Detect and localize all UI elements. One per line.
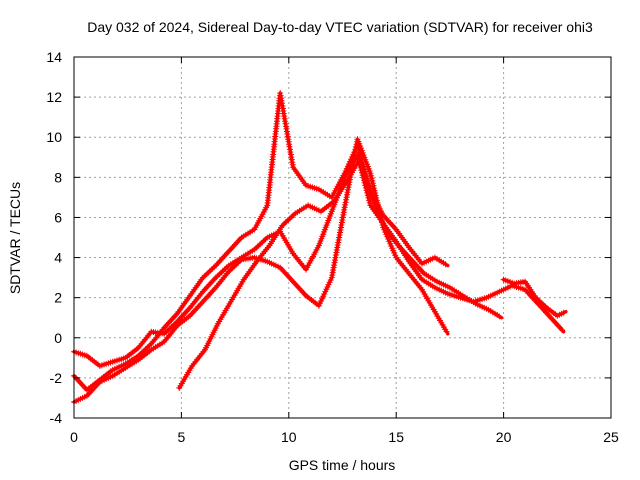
y-tick-label: 6	[54, 209, 62, 225]
y-tick-label: -2	[50, 370, 63, 386]
x-tick-label: 0	[70, 429, 78, 445]
series-track-1	[71, 152, 566, 369]
x-tick-label: 5	[178, 429, 186, 445]
y-tick-label: 2	[54, 290, 62, 306]
series-track-4	[176, 156, 504, 391]
y-tick-label: 12	[46, 89, 62, 105]
data-layer	[71, 90, 568, 405]
axis-ticks: 0 5 10 15 20 25 -4 -2 0 2 4 6 8 10 12 14	[46, 49, 619, 445]
data-point	[443, 328, 450, 335]
x-tick-label: 15	[388, 429, 404, 445]
y-tick-label: 14	[46, 49, 62, 65]
y-tick-label: 8	[54, 169, 62, 185]
y-tick-label: -4	[50, 410, 63, 426]
data-point	[442, 261, 449, 268]
data-point	[496, 313, 503, 320]
series-track-3	[71, 136, 450, 405]
series-track-5	[500, 276, 568, 319]
data-point	[559, 327, 566, 333]
x-tick-label: 25	[603, 429, 619, 445]
y-tick-label: 10	[46, 129, 62, 145]
plot-frame	[73, 56, 612, 419]
y-tick-label: 4	[54, 250, 62, 266]
y-tick-label: 0	[54, 330, 62, 346]
y-axis-label: SDTVAR / TECUs	[7, 182, 23, 294]
chart-title: Day 032 of 2024, Sidereal Day-to-day VTE…	[87, 19, 593, 35]
grid	[74, 57, 611, 418]
x-tick-label: 10	[281, 429, 297, 445]
data-point	[560, 309, 567, 316]
x-tick-label: 20	[496, 429, 512, 445]
x-axis-label: GPS time / hours	[289, 457, 396, 473]
